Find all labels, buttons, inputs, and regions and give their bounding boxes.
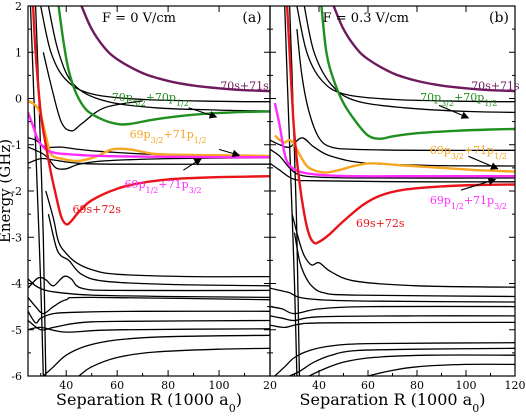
ytick-label: -3 <box>11 231 22 244</box>
panel-b-black-curve-12 <box>270 321 515 329</box>
panel-a-xtick-label: 60 <box>110 379 124 392</box>
panel-b-black-curve-10 <box>270 305 515 315</box>
panel-a-arrow-2 <box>218 148 241 158</box>
panel-b-xtick-label: 120 <box>505 379 526 392</box>
panel-a-series-label-4: 69p1/2+71p3/2 <box>124 178 201 195</box>
panel-b-black-curve-18 <box>288 6 301 376</box>
panel-a-series-line-5 <box>31 6 270 226</box>
ytick-label: 0 <box>15 93 22 106</box>
panel-a-xtick-label: 80 <box>161 379 175 392</box>
panel-a-black-curve-8 <box>28 275 270 292</box>
panel-a-black-curve-18 <box>34 6 47 376</box>
ytick-label: -4 <box>11 278 22 291</box>
panel-b-xtick-label: 40 <box>312 379 326 392</box>
panel-a-series-label-1: 70s+71s <box>220 79 269 92</box>
panel-b-series-label-4: 69p1/2+71p3/2 <box>430 194 507 211</box>
panel-b-xtick-label: 60 <box>361 379 375 392</box>
panel-b-series-label-3: 69p3/2+71p1/2 <box>430 144 507 161</box>
panel-a-black-curve-13 <box>28 326 270 333</box>
panel-a-black-curve-3 <box>42 52 143 132</box>
panel-b-xlabel: Separation R (1000 a0) <box>300 390 486 415</box>
panel-b-black-curve-8 <box>293 232 515 298</box>
ylabel: Energy (GHz) <box>0 139 14 243</box>
ytick-label: -6 <box>11 370 22 383</box>
panel-a-black-curve-14 <box>42 334 270 376</box>
panel-b-black-curve-2 <box>303 6 515 114</box>
panel-a-arrow-3 <box>183 158 202 171</box>
panel-a-black-curve-9 <box>28 278 270 299</box>
panel-a-black-curve-12 <box>28 319 270 331</box>
panel-b-xtick-label: 80 <box>410 379 424 392</box>
panel-a-arrow-1 <box>188 107 218 119</box>
panel-b-series-line-5 <box>285 6 515 245</box>
ytick-label: 2 <box>15 0 22 13</box>
ytick-label: 1 <box>15 46 22 59</box>
panel-b-series-line-3 <box>274 134 515 174</box>
panel-a-black-curve-10 <box>28 296 270 315</box>
panel-a-series-label-5: 69s+72s <box>73 203 122 216</box>
panel-a-black-curve-15 <box>78 347 270 376</box>
panel-b-series-line-1 <box>332 6 515 93</box>
panel-b-black-curve-16 <box>367 363 515 376</box>
panel-b-black-curve-1 <box>296 6 515 103</box>
panel-a-series-label-2: 70p3/2+70p1/2 <box>112 91 189 108</box>
panel-a-black-curve-6 <box>45 190 270 278</box>
panel-b-xtick-label: 100 <box>456 379 477 392</box>
ytick-label: -1 <box>11 139 22 152</box>
panel-b-arrow-3 <box>460 177 497 191</box>
panel-a-series-line-4 <box>28 112 270 159</box>
panel-a-black-curve-11 <box>28 310 270 324</box>
panel-b-series-line-2 <box>320 6 515 140</box>
panel-b-series-label-2: 70p3/2+70p1/2 <box>420 91 497 108</box>
panel-a-series-label-3: 69p3/2+71p1/2 <box>130 128 207 145</box>
panel-a-black-curve-1 <box>40 6 270 103</box>
panel-b-black-curve-15 <box>308 354 515 376</box>
panel-b-field-label: F = 0.3 V/cm <box>323 11 409 26</box>
ytick-label: -5 <box>11 324 22 337</box>
panel-a-xtick-label: 40 <box>59 379 73 392</box>
panel-b-series-line-4 <box>273 102 515 178</box>
panel-b-xtick-label: 20 <box>263 379 277 392</box>
panel-a-series-line-1 <box>80 6 270 93</box>
panel-b-arrow-2 <box>468 155 499 170</box>
panel-b-black-curve-13 <box>274 342 515 376</box>
ytick-label: -2 <box>11 185 22 198</box>
panel-b-series-label-1: 70s+71s <box>471 79 520 92</box>
panel-b-black-curve-3 <box>296 29 515 152</box>
panel-b-arrow-1 <box>438 104 470 119</box>
panel-b-black-curve-17 <box>284 6 298 376</box>
panel-a-field-label: F = 0 V/cm <box>102 11 176 26</box>
panel-b-black-curve-14 <box>289 347 515 376</box>
panel-b-black-curve-11 <box>270 315 515 322</box>
panel-a-black-curve-17 <box>29 6 44 376</box>
panel-b-black-curve-9 <box>270 287 515 303</box>
panel-b-black-curve-7 <box>291 213 515 288</box>
panel-b-series-label-5: 69s+72s <box>356 217 405 230</box>
panel-b-curves <box>270 6 515 376</box>
panel-b-black-curve-5 <box>270 148 515 179</box>
panel-b-panel-label: (b) <box>489 10 509 26</box>
panel-a-xtick-label: 100 <box>209 379 230 392</box>
panel-a-xlabel: Separation R (1000 a0) <box>56 390 242 415</box>
panel-a-panel-label: (a) <box>242 10 261 26</box>
panel-b-black-curve-6 <box>270 162 515 183</box>
panel-a-black-curve-2 <box>47 6 270 112</box>
panel-a-black-curve-7 <box>47 213 270 287</box>
panel-a-series-line-2 <box>57 6 270 126</box>
panel-a-curves <box>28 6 270 376</box>
